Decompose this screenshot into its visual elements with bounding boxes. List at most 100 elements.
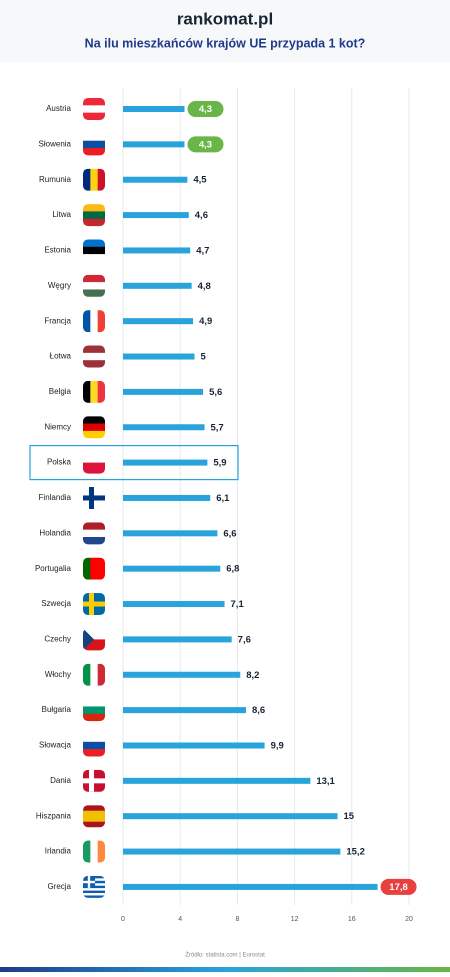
- flag-part: [83, 536, 105, 545]
- bar: [123, 707, 246, 714]
- category-label: Francja: [44, 316, 71, 325]
- flag-part: [83, 289, 105, 297]
- value-label: 8,6: [252, 705, 265, 716]
- value-label: 17,8: [389, 882, 408, 893]
- flag: [83, 204, 105, 227]
- bar: [123, 530, 218, 537]
- flag: [83, 557, 105, 580]
- flag: [83, 522, 105, 545]
- flag-part: [83, 282, 105, 290]
- flag-part: [83, 148, 105, 156]
- flag-part: [83, 805, 105, 811]
- flag: [83, 345, 105, 368]
- flag-part: [83, 246, 105, 255]
- category-label: Rumunia: [39, 175, 72, 184]
- value-label: 4,5: [193, 175, 207, 186]
- highlight-box: [29, 445, 239, 481]
- bar: [123, 212, 189, 219]
- flag-part: [83, 380, 91, 403]
- bar: [123, 671, 241, 678]
- category-label: Dania: [50, 776, 71, 785]
- category-label: Słowacja: [39, 741, 72, 750]
- bar: [123, 601, 225, 608]
- flag: [83, 769, 105, 792]
- bar: [123, 565, 221, 572]
- value-label: 7,6: [238, 634, 251, 645]
- category-label: Litwa: [52, 210, 71, 219]
- flag: [83, 310, 105, 333]
- bar: [123, 247, 191, 254]
- flag-part: [83, 140, 105, 149]
- bar: [123, 106, 185, 112]
- value-label: 7,1: [231, 599, 245, 610]
- flag: [83, 875, 105, 898]
- chart-title: Na ilu mieszkańców krajów UE przypada 1 …: [85, 36, 366, 50]
- flag-part: [83, 239, 105, 248]
- flag-part: [83, 360, 105, 368]
- flag-part: [97, 310, 105, 333]
- flag-part: [83, 639, 105, 651]
- flag-part: [97, 168, 105, 191]
- value-label: 15: [344, 811, 355, 822]
- source: Źródło: statista.com | Eurostat: [185, 952, 265, 959]
- x-tick-label: 0: [121, 916, 125, 923]
- flag-part: [97, 380, 105, 403]
- bar: [123, 742, 265, 749]
- flag-part: [90, 557, 98, 580]
- bar: [123, 282, 192, 289]
- flag: [83, 663, 105, 686]
- flag-part: [89, 486, 94, 509]
- bar: [123, 494, 211, 501]
- bar: [123, 883, 378, 890]
- flag-part: [83, 713, 105, 722]
- flag-part: [83, 218, 105, 227]
- bar: [123, 176, 188, 183]
- category-label: Słowenia: [39, 139, 72, 148]
- flag-part: [89, 769, 94, 792]
- header-bg: [0, 0, 450, 62]
- value-label: 4,8: [198, 281, 211, 292]
- category-label: Polska: [47, 458, 72, 467]
- flag-part: [83, 699, 105, 707]
- flag: [83, 805, 105, 828]
- flag-part: [83, 895, 105, 898]
- flag-part: [83, 310, 91, 333]
- flag-part: [83, 254, 105, 262]
- flag: [83, 699, 105, 722]
- category-label: Irlandia: [45, 847, 72, 856]
- flag-part: [83, 423, 105, 432]
- bar: [123, 318, 194, 325]
- flag: [83, 734, 105, 757]
- bar: [123, 777, 311, 784]
- flag-part: [83, 345, 105, 354]
- category-label: Włochy: [45, 670, 71, 679]
- flag-part: [83, 741, 105, 750]
- category-label: Finlandia: [39, 493, 72, 502]
- flag-part: [83, 430, 105, 439]
- value-badge: [187, 136, 224, 153]
- bar: [123, 813, 338, 820]
- flag-part: [83, 274, 105, 283]
- flag: [83, 628, 105, 651]
- value-label: 4,9: [199, 316, 212, 327]
- flag-part: [83, 204, 105, 212]
- value-badge: [380, 878, 417, 895]
- value-label: 5: [201, 352, 207, 363]
- flag-part: [97, 840, 105, 863]
- bar: [123, 141, 185, 148]
- flag: [83, 274, 105, 297]
- category-label: Grecja: [47, 882, 71, 891]
- value-label: 6,6: [223, 528, 236, 539]
- brand: rankomat.pl: [177, 9, 273, 28]
- x-tick-label: 12: [291, 916, 299, 923]
- x-tick-label: 8: [235, 916, 239, 923]
- bar: [123, 424, 205, 431]
- footer-bar: [0, 967, 450, 972]
- flag-part: [83, 105, 105, 113]
- flag: [83, 133, 105, 156]
- flag-part: [83, 462, 105, 474]
- flag-part: [89, 593, 94, 616]
- category-label: Hiszpania: [36, 811, 72, 820]
- value-badge: [187, 101, 224, 117]
